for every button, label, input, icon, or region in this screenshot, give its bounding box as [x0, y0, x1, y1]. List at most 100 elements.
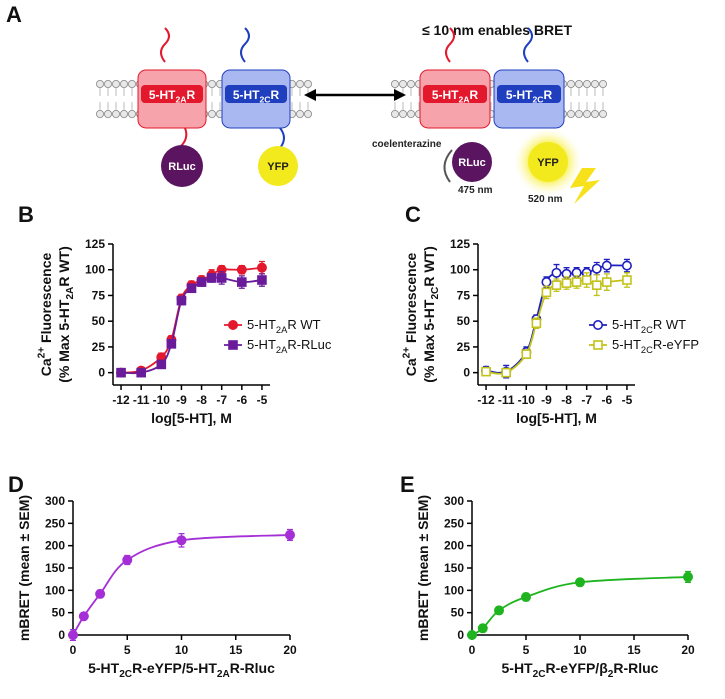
acceptor-label: YFP — [537, 157, 558, 169]
y-tick-label: 100 — [450, 263, 470, 277]
x-tick-label: 0 — [70, 643, 77, 657]
marker — [206, 273, 217, 283]
receptor-label: 5-HT2CR — [506, 88, 553, 105]
acceptor-emission: 520 nm — [528, 194, 563, 205]
marker — [186, 283, 197, 294]
text-run: R-RLuc — [287, 337, 332, 352]
text-run: 5-HT — [88, 660, 120, 676]
subscript: 2C — [430, 287, 441, 300]
x-tick-label: 15 — [229, 643, 243, 657]
marker — [591, 280, 602, 290]
subscript: 2C — [119, 669, 132, 680]
marker — [78, 611, 89, 622]
x-tick-label: 5 — [523, 643, 530, 657]
text-run: R — [544, 88, 553, 102]
subscript: 2A — [276, 345, 288, 355]
fit-line — [485, 279, 628, 375]
legend-marker — [593, 340, 603, 350]
lipid-head — [207, 110, 216, 119]
x-tick-label: -9 — [176, 393, 187, 407]
subscript: 2C — [641, 325, 653, 335]
lipid-head — [104, 110, 113, 119]
y-tick-label: 300 — [444, 494, 464, 508]
text-run: 5-HT — [612, 337, 641, 352]
marker — [571, 277, 582, 287]
chart-panel: B 0 25 50 75 100 125 -12 -11 -10 -9 -8 -7 -6 -5 log[5-H… — [18, 202, 332, 426]
y-axis-label: (% Max 5-HT2CR WT) — [421, 246, 441, 383]
marker — [68, 629, 79, 640]
y-tick-label: 25 — [457, 340, 471, 354]
marker — [176, 535, 187, 546]
text-run: 5-HT — [247, 317, 276, 332]
lipid-head — [112, 80, 121, 89]
panel-label: C — [405, 202, 421, 227]
marker — [116, 367, 126, 378]
donor-label: RLuc — [168, 161, 196, 173]
marker — [621, 260, 632, 271]
lipid-head — [127, 110, 136, 119]
lipid-head — [207, 80, 216, 89]
y-tick-label: 100 — [444, 583, 464, 597]
y-tick-label: 50 — [457, 314, 471, 328]
marker — [176, 295, 187, 306]
lipid-head — [104, 80, 113, 89]
marker — [466, 629, 477, 640]
lipid-head — [303, 80, 312, 89]
x-tick-label: -8 — [561, 393, 572, 407]
superscript: 2+ — [37, 347, 48, 359]
marker — [551, 280, 562, 290]
x-tick-label: -7 — [216, 393, 227, 407]
text-run: R — [187, 88, 196, 102]
c-terminus — [180, 127, 188, 147]
subscript: 2A — [458, 95, 469, 105]
receptor-label-box — [497, 85, 561, 103]
text-run: R-eYFP — [653, 337, 699, 352]
text-run: Fluorescence — [38, 253, 54, 347]
receptor-label-box — [141, 85, 203, 103]
lipid-head — [390, 110, 399, 119]
x-tick-label: -11 — [498, 393, 515, 407]
text-run: Ca — [38, 358, 54, 376]
subscript: 2A — [175, 95, 186, 105]
acceptor — [258, 146, 298, 186]
panel-label: B — [18, 202, 34, 227]
y-tick-label: 0 — [463, 366, 470, 380]
donor-label: RLuc — [458, 157, 486, 169]
x-tick-label: -12 — [112, 393, 130, 407]
text-run: (% Max 5-HT — [421, 299, 437, 383]
x-axis-label: log[5-HT], M — [516, 410, 597, 426]
text-run: R WT — [287, 317, 320, 332]
x-tick-label: 5 — [124, 643, 131, 657]
y-tick-label: 250 — [45, 516, 65, 530]
y-tick-label: 0 — [98, 366, 105, 380]
x-tick-label: -9 — [541, 393, 552, 407]
n-terminus — [445, 27, 455, 63]
marker — [257, 275, 267, 285]
x-tick-label: 20 — [681, 643, 695, 657]
y-tick-label: 0 — [58, 628, 65, 642]
x-tick-label: -6 — [601, 393, 612, 407]
receptor-label-box — [423, 85, 487, 103]
arrow-heads — [304, 89, 406, 101]
chart-panel: D 0 50 100 150 200 250 300 0 5 10 15 20 5-HT2CR-eYFP/… — [8, 472, 297, 680]
bret-note: ≤ 10 nm enables BRET — [422, 22, 573, 38]
y-axis-label: (% Max 5-HT2AR WT) — [56, 246, 76, 383]
x-axis-label: 5-HT2CR-eYFP/5-HT2AR-Rluc — [88, 660, 275, 680]
marker — [601, 260, 612, 271]
y-tick-label: 50 — [52, 606, 66, 620]
marker — [156, 359, 167, 370]
marker — [284, 529, 295, 540]
text-run: 5-HT — [502, 660, 534, 676]
n-terminus — [240, 27, 250, 63]
donor — [452, 142, 492, 182]
receptor-label: 5-HT2CR — [233, 88, 280, 105]
y-axis-label: Ca2+ Fluorescence — [37, 253, 54, 377]
lipid-head — [599, 110, 608, 119]
subscript: 2 — [608, 669, 614, 680]
subscript: 2A — [65, 286, 76, 300]
marker — [95, 588, 106, 599]
legend-label: 5-HT2CR-eYFP — [612, 337, 699, 355]
x-tick-label: -7 — [581, 393, 592, 407]
y-tick-label: 125 — [450, 237, 470, 251]
chart-panel: C 0 25 50 75 100 125 -12 -11 -10 -9 -8 -7 -6 -5 log[5-H… — [402, 202, 699, 426]
